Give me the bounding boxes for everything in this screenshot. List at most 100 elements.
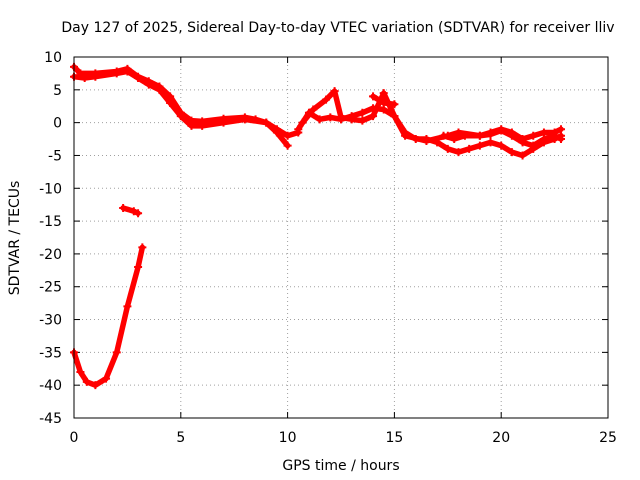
data-point bbox=[123, 67, 132, 76]
series-track-6 bbox=[439, 126, 566, 150]
data-point bbox=[330, 87, 339, 96]
data-point bbox=[119, 203, 128, 212]
data-point bbox=[475, 141, 484, 150]
y-axis-tick-labels: 10 5 0 -5 -10 -15 -20 -25 -30 -35 -40 -45 bbox=[39, 50, 62, 427]
data-point bbox=[401, 131, 410, 140]
data-point bbox=[91, 72, 100, 81]
data-point bbox=[298, 118, 307, 127]
y-tick-label: -25 bbox=[39, 280, 62, 296]
data-point bbox=[82, 377, 91, 386]
data-point bbox=[144, 80, 153, 89]
data-point bbox=[337, 113, 345, 122]
y-axis-label: SDTVAR / TECUs bbox=[7, 181, 23, 296]
data-point bbox=[129, 207, 138, 216]
data-point bbox=[443, 144, 452, 153]
series-track-4 bbox=[298, 87, 566, 146]
data-point bbox=[198, 121, 207, 130]
data-point bbox=[134, 263, 143, 272]
data-point bbox=[219, 118, 228, 127]
y-tick-label: -15 bbox=[39, 214, 62, 230]
y-tick-label: -45 bbox=[39, 411, 62, 427]
data-point bbox=[450, 135, 459, 144]
x-axis-label: GPS time / hours bbox=[282, 458, 399, 474]
data-point bbox=[358, 116, 367, 125]
data-point bbox=[507, 131, 516, 140]
data-point bbox=[422, 137, 431, 146]
data-point bbox=[187, 121, 196, 130]
data-point bbox=[322, 95, 331, 104]
data-point bbox=[326, 113, 335, 122]
data-point bbox=[557, 135, 566, 144]
data-point bbox=[91, 381, 100, 390]
data-point bbox=[112, 69, 121, 78]
data-point bbox=[518, 151, 527, 160]
series-track-5 bbox=[369, 92, 399, 109]
data-point bbox=[262, 118, 271, 127]
data-point bbox=[475, 131, 484, 140]
data-point bbox=[240, 115, 249, 124]
y-tick-label: -10 bbox=[39, 181, 62, 197]
data-point bbox=[155, 85, 164, 94]
data-point bbox=[465, 144, 474, 153]
data-point bbox=[390, 100, 399, 109]
data-point bbox=[390, 112, 399, 121]
data-point bbox=[497, 126, 506, 135]
data-point bbox=[369, 112, 378, 121]
series-line bbox=[71, 244, 146, 388]
chart-title: Day 127 of 2025, Sidereal Day-to-day VTE… bbox=[61, 20, 614, 36]
data-point bbox=[134, 209, 143, 218]
y-tick-label: 5 bbox=[53, 83, 62, 99]
data-point bbox=[309, 105, 318, 114]
data-point bbox=[283, 131, 292, 140]
x-tick-label: 5 bbox=[176, 430, 185, 446]
data-point bbox=[102, 374, 111, 383]
y-tick-label: 0 bbox=[53, 116, 62, 132]
data-point bbox=[557, 125, 566, 134]
data-point bbox=[283, 141, 292, 150]
data-point bbox=[529, 131, 538, 140]
data-point bbox=[112, 348, 121, 357]
x-tick-label: 10 bbox=[279, 430, 297, 446]
data-point bbox=[294, 125, 303, 134]
series-track-2 bbox=[70, 67, 292, 150]
x-tick-label: 0 bbox=[70, 430, 79, 446]
data-point bbox=[454, 148, 463, 157]
series-track-3 bbox=[294, 104, 566, 160]
x-tick-label: 25 bbox=[599, 430, 617, 446]
data-point bbox=[486, 138, 495, 147]
y-tick-label: -5 bbox=[48, 148, 62, 164]
data-point bbox=[347, 115, 356, 124]
y-tick-label: 10 bbox=[44, 50, 62, 66]
series-track-7 bbox=[119, 203, 143, 218]
data-point bbox=[379, 89, 388, 98]
data-point bbox=[529, 141, 538, 150]
x-tick-label: 20 bbox=[492, 430, 510, 446]
data-point bbox=[358, 108, 367, 117]
data-point bbox=[123, 302, 132, 311]
data-point bbox=[439, 131, 448, 140]
data-point bbox=[134, 74, 143, 83]
data-point bbox=[80, 74, 89, 83]
series-track-8 bbox=[70, 243, 147, 390]
y-tick-label: -35 bbox=[39, 345, 62, 361]
x-axis-tick-labels: 0 5 10 15 20 25 bbox=[70, 430, 617, 446]
data-point bbox=[518, 138, 527, 147]
x-tick-label: 15 bbox=[385, 430, 403, 446]
data-point bbox=[369, 92, 378, 101]
data-point bbox=[138, 243, 147, 252]
y-tick-label: -30 bbox=[39, 313, 62, 329]
data-point bbox=[507, 148, 516, 157]
plot-frame bbox=[73, 56, 609, 419]
data-point bbox=[315, 115, 324, 124]
y-tick-label: -20 bbox=[39, 247, 62, 263]
data-point bbox=[550, 131, 559, 140]
data-point bbox=[176, 112, 185, 121]
data-point bbox=[76, 368, 85, 377]
data-point bbox=[272, 128, 281, 137]
data-point bbox=[539, 135, 548, 144]
data-point bbox=[460, 131, 469, 140]
data-point bbox=[166, 98, 175, 107]
data-series-layer bbox=[70, 62, 566, 390]
